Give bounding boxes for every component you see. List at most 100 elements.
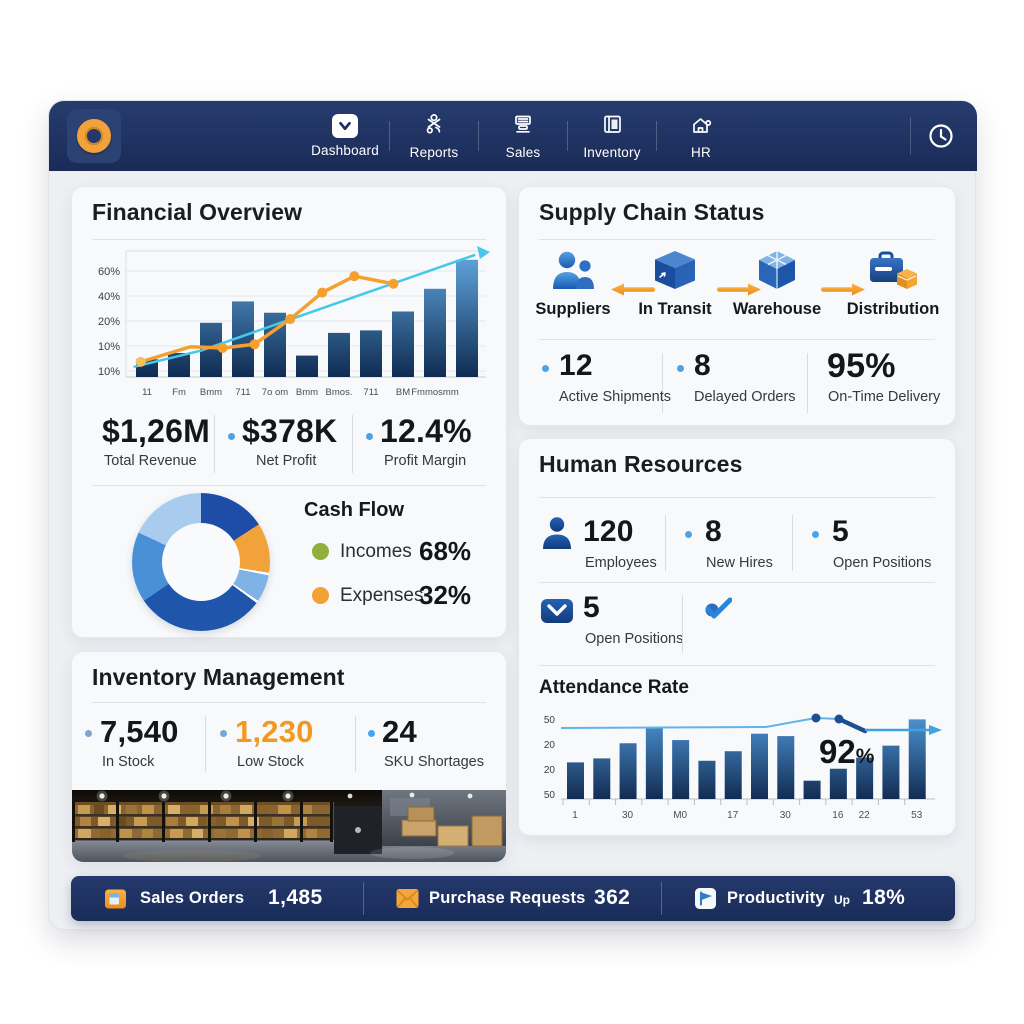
productivity-flag-icon: [692, 885, 719, 912]
svg-text:40%: 40%: [98, 291, 120, 303]
svg-text:7o om: 7o om: [262, 387, 288, 398]
nav-divider: [567, 121, 568, 151]
dashboard-icon: [332, 114, 358, 138]
metric-label: Employees: [585, 555, 657, 571]
svg-text:11: 11: [142, 387, 152, 398]
metric-label: Open Positions: [833, 555, 932, 571]
svg-text:50: 50: [544, 790, 556, 801]
supply-chain-title: Supply Chain Status: [539, 199, 765, 225]
svg-text:1: 1: [572, 810, 578, 821]
metric-label: Open Positions: [585, 631, 684, 647]
divider: [661, 882, 662, 915]
person-icon: [539, 515, 575, 556]
metric-value: 12.4%: [380, 413, 472, 449]
erp-dashboard-window: Dashboard Reports Sales: [48, 100, 977, 930]
divider: [352, 415, 353, 473]
svg-text:30: 30: [622, 810, 634, 821]
nav-label: Dashboard: [311, 143, 379, 158]
svg-text:17: 17: [727, 810, 739, 821]
divider: [355, 716, 356, 772]
nav-label: Sales: [505, 144, 541, 160]
footer-value: 1,485: [268, 886, 323, 909]
metric-value: 1,230: [235, 714, 314, 749]
expenses-legend-dot: [312, 587, 329, 604]
nav-divider: [910, 117, 911, 155]
metric-value: 120: [583, 515, 634, 548]
legend-value: 68%: [419, 536, 472, 566]
nav-divider: [389, 121, 390, 151]
nav-item-sales[interactable]: Sales: [479, 109, 567, 163]
bullet-dot: [85, 730, 92, 737]
nav-item-inventory[interactable]: Inventory: [568, 109, 656, 163]
metric-label: Total Revenue: [104, 453, 197, 469]
svg-text:30: 30: [780, 810, 792, 821]
metric-value: $1,26M: [102, 413, 210, 449]
footer-value: 362: [594, 886, 631, 909]
metric-label: SKU Shortages: [384, 754, 484, 770]
nav-item-reports[interactable]: Reports: [390, 109, 478, 163]
hr-title: Human Resources: [539, 451, 743, 477]
footer-label: Purchase Requests: [429, 889, 586, 907]
metric-value: 24: [382, 714, 417, 749]
svg-text:16: 16: [832, 810, 844, 821]
purchase-envelope-icon: [394, 885, 421, 912]
footer-value: 18%: [862, 886, 906, 909]
metric-label: Delayed Orders: [694, 389, 796, 405]
legend-label: Expenses: [340, 585, 424, 606]
svg-text:10%: 10%: [98, 341, 120, 353]
divider: [682, 595, 683, 653]
nav-item-hr[interactable]: HR: [657, 109, 745, 163]
footer-stats-bar: Sales Orders 1,485 Purchase Requests 362…: [71, 876, 955, 921]
metric-label: Net Profit: [256, 453, 317, 469]
top-nav: Dashboard Reports Sales: [49, 101, 977, 171]
bullet-dot: [228, 433, 235, 440]
check-icon: [704, 597, 733, 626]
supply-chain-card: Supply Chain Status Suppliers: [518, 186, 956, 426]
metric-label: On-Time Delivery: [828, 389, 941, 405]
metric-label: New Hires: [706, 555, 773, 571]
transit-cube-icon: [655, 251, 695, 289]
attendance-bar-chart: 50 20 20 50 1 30 M0 17 30 16 22 53: [544, 713, 942, 821]
inventory-title: Inventory Management: [92, 664, 345, 690]
bullet-dot: [368, 730, 375, 737]
clock-icon[interactable]: [927, 122, 955, 150]
nav-label: Inventory: [583, 144, 641, 160]
divider: [92, 239, 486, 240]
metric-value: $378K: [242, 413, 338, 449]
nav-label: HR: [691, 144, 711, 160]
divider: [807, 353, 808, 413]
bullet-dot: [812, 531, 819, 538]
bullet-dot: [685, 531, 692, 538]
divider: [539, 239, 935, 240]
divider: [92, 485, 486, 486]
divider: [792, 515, 793, 571]
app-logo[interactable]: [67, 109, 121, 163]
divider: [539, 665, 935, 666]
metric-label: Low Stock: [237, 754, 304, 770]
metric-value: 95%: [827, 347, 896, 385]
stage-label: Suppliers: [535, 300, 611, 318]
divider: [214, 415, 215, 473]
divider: [665, 515, 666, 571]
cashflow-donut-chart: [132, 493, 270, 631]
suppliers-people-icon: [553, 251, 594, 289]
svg-text:22: 22: [859, 810, 871, 821]
human-resources-card: Human Resources 120 Employees 8 New Hire…: [518, 438, 956, 836]
divider: [539, 497, 935, 498]
metric-value: 5: [832, 515, 849, 548]
metric-value: 8: [694, 349, 711, 382]
svg-text:Bmm: Bmm: [296, 387, 318, 398]
bullet-dot: [542, 365, 549, 372]
stage-warehouse: Warehouse: [729, 249, 825, 319]
svg-text:Bmos.: Bmos.: [326, 387, 353, 398]
svg-text:Fmmosmm: Fmmosmm: [411, 387, 459, 398]
svg-text:60%: 60%: [98, 266, 120, 278]
flow-arrow-right-icon: [717, 283, 761, 296]
divider: [662, 353, 663, 413]
nav-item-dashboard[interactable]: Dashboard: [301, 109, 389, 163]
svg-text:711: 711: [363, 387, 378, 398]
financial-bar-line-chart: 60% 40% 20% 10% 10% 11 Fm Bmm 711 7o om Bmm Bmos. 71…: [98, 246, 490, 398]
svg-text:50: 50: [544, 715, 556, 726]
warehouse-package-icon: [759, 251, 795, 289]
